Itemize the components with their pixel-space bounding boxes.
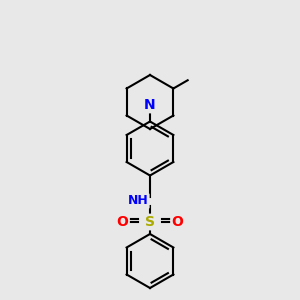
Text: S: S — [145, 215, 155, 229]
Text: N: N — [144, 98, 156, 112]
Text: NH: NH — [128, 194, 148, 208]
Text: O: O — [117, 215, 128, 229]
Text: O: O — [172, 215, 183, 229]
